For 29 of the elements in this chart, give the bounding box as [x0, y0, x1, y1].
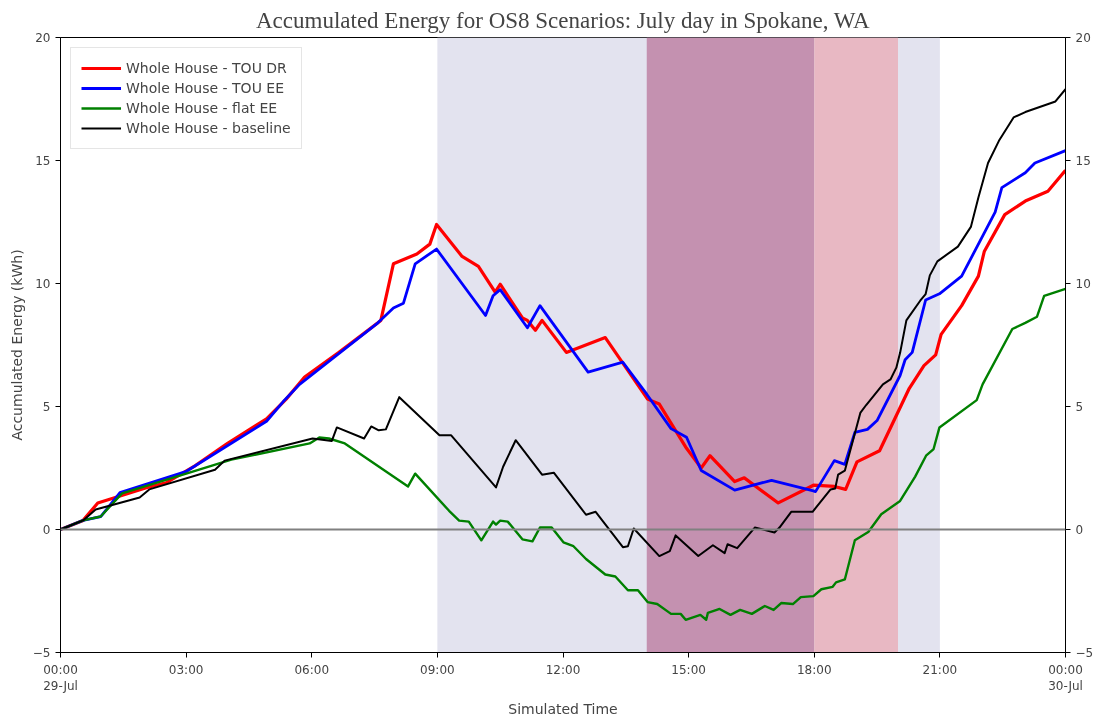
- x-tick-label: 03:00: [168, 662, 204, 677]
- y2-tick-label: −5: [1075, 646, 1094, 660]
- legend-label: Whole House - TOU DR: [126, 60, 287, 76]
- x-tick-label: 06:00: [294, 662, 330, 677]
- y2-tick-label: 15: [1075, 154, 1091, 168]
- y2-tick-label: 20: [1075, 31, 1091, 45]
- line-series: [60, 287, 1066, 621]
- y2-tick-label: 10: [1075, 277, 1091, 291]
- y-tick-label: 20: [35, 31, 51, 45]
- x-tick-label: 18:00: [796, 662, 832, 677]
- x-tick-label: 00:00 30-Jul: [1048, 662, 1083, 694]
- y-tick-label: 0: [42, 523, 51, 537]
- legend-label: Whole House - TOU EE: [126, 80, 285, 96]
- x-axis-title: Simulated Time: [508, 701, 618, 718]
- y-tick-label: 5: [42, 400, 51, 414]
- legend-label: Whole House - baseline: [126, 120, 291, 136]
- x-tick-label: 00:00 29-Jul: [43, 662, 78, 694]
- y-tick-label: −5: [32, 646, 51, 660]
- y-tick-label: 15: [35, 154, 51, 168]
- legend-label: Whole House - flat EE: [126, 100, 278, 116]
- y-axis-title: Accumulated Energy (kWh): [8, 249, 25, 441]
- y-tick-label: 10: [35, 277, 51, 291]
- chart-title: Accumulated Energy for OS8 Scenarios: July day in Spokane, WA: [255, 7, 870, 33]
- y2-tick-label: 5: [1075, 400, 1084, 414]
- x-tick-label: 09:00: [420, 662, 455, 677]
- y2-tick-label: 0: [1075, 523, 1084, 537]
- x-tick-label: 15:00: [671, 662, 706, 677]
- x-tick-label: 12:00: [545, 662, 581, 677]
- x-tick-label: 21:00: [922, 662, 958, 677]
